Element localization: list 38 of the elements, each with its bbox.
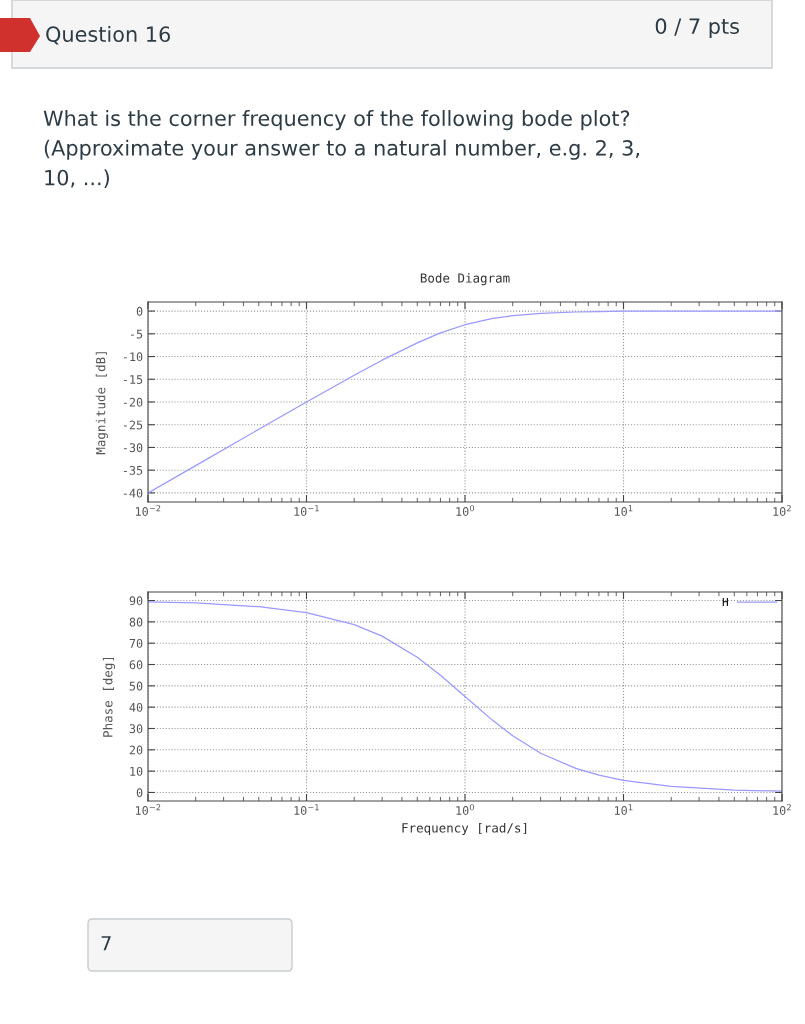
x-axis-title: Frequency [rad/s] <box>402 822 527 836</box>
y-tick-label: -10 <box>123 352 143 362</box>
text: 7 <box>101 936 111 951</box>
text: 0 / 7 pts <box>655 18 739 39</box>
y-tick-label: 10 <box>130 766 143 776</box>
y-axis-title: Phase [deg] <box>102 657 116 737</box>
y-tick-label: 90 <box>129 596 143 606</box>
y-tick-label: -35 <box>123 465 143 475</box>
x-tick-label: 10$^{1}$ <box>614 505 633 516</box>
y-tick-label: 60 <box>129 660 143 670</box>
y-tick-label: 50 <box>129 681 143 691</box>
x-tick-label: 10$^{2}$ <box>773 804 791 815</box>
y-tick-label: 40 <box>129 702 143 712</box>
y-tick-label: -5 <box>130 329 143 339</box>
legend-label: H <box>722 597 728 607</box>
y-tick-label: 20 <box>129 745 143 755</box>
x-tick-label: 10$^{−1}$ <box>294 505 319 516</box>
chart-title: Bode Diagram <box>420 273 510 286</box>
y-tick-label: -40 <box>123 488 143 498</box>
x-tick-label: 10$^{0}$ <box>456 804 475 815</box>
x-tick-label: 10$^{−2}$ <box>135 804 161 815</box>
y-tick-label: -25 <box>123 420 143 430</box>
y-tick-label: -30 <box>123 443 143 453</box>
y-tick-label: 70 <box>129 638 143 648</box>
x-tick-label: 10$^{0}$ <box>456 505 475 516</box>
y-axis-title: Magnitude [dB] <box>95 352 108 455</box>
text: Question 16 <box>46 25 170 45</box>
y-tick-label: 80 <box>129 617 143 627</box>
y-tick-label: -15 <box>123 375 143 384</box>
x-tick-label: 10$^{−2}$ <box>135 505 161 516</box>
x-tick-label: 10$^{1}$ <box>614 804 633 815</box>
x-tick-label: 10$^{−1}$ <box>294 804 319 815</box>
x-tick-label: 10$^{2}$ <box>773 505 791 516</box>
y-tick-label: 30 <box>129 724 143 734</box>
y-tick-label: 0 <box>136 306 143 316</box>
text: What is the corner frequency of the following bode plot? (Approximate your answer to a natural number, e.g. 2, 3, 10, ...) <box>43 110 639 188</box>
y-tick-label: -20 <box>123 397 143 407</box>
y-tick-label: 0 <box>136 788 143 798</box>
